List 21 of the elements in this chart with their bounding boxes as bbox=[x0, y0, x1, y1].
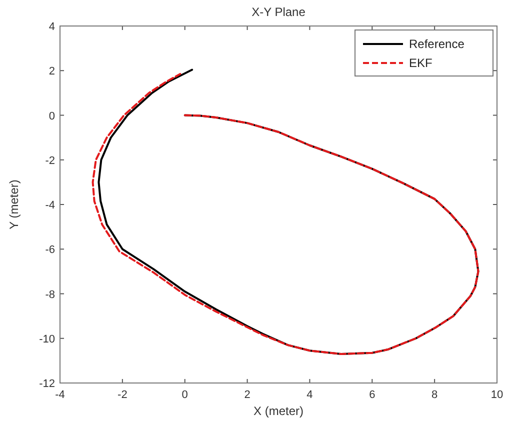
y-tick-label: -8 bbox=[45, 288, 55, 301]
x-tick-label: 10 bbox=[490, 389, 504, 401]
y-tick-label: -2 bbox=[45, 154, 55, 167]
x-axis-title: X (meter) bbox=[253, 404, 304, 418]
y-tick-label: -12 bbox=[39, 378, 55, 390]
x-tick-label: 4 bbox=[306, 389, 313, 401]
x-tick-label: 0 bbox=[182, 389, 188, 401]
x-tick-label: 2 bbox=[244, 389, 250, 401]
legend-label: EKF bbox=[409, 56, 432, 70]
y-tick-label: 0 bbox=[48, 110, 55, 122]
y-tick-label: 4 bbox=[48, 21, 55, 33]
legend-label: Reference bbox=[409, 37, 465, 51]
y-tick-label: -4 bbox=[45, 200, 55, 212]
x-tick-label: -2 bbox=[118, 389, 128, 401]
y-axis-title: Y (meter) bbox=[7, 180, 21, 230]
y-tick-label: -10 bbox=[39, 333, 55, 346]
y-tick-label: 2 bbox=[48, 66, 55, 78]
x-tick-label: 8 bbox=[432, 389, 438, 401]
x-tick-label: 6 bbox=[369, 389, 376, 401]
y-tick-label: -6 bbox=[45, 244, 55, 256]
chart-title: X-Y Plane bbox=[252, 5, 306, 19]
